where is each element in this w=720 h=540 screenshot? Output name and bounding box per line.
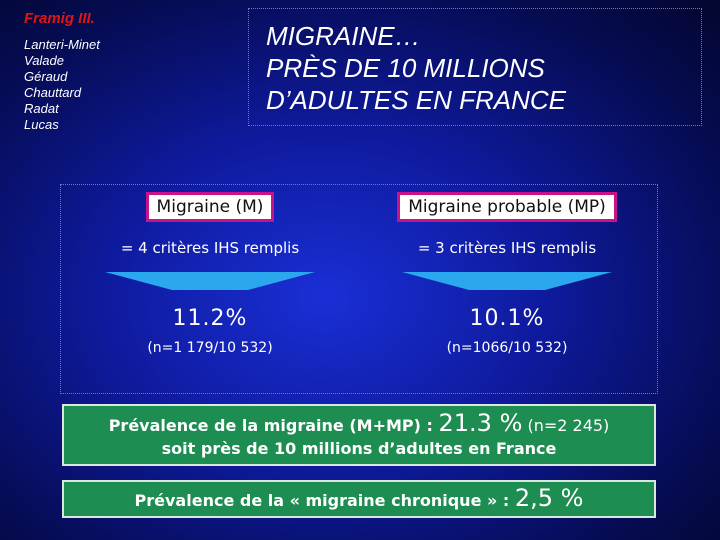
probable-migraine-label: Migraine probable (MP) [397, 192, 617, 222]
slide-title: MIGRAINE… PRÈS DE 10 MILLIONS D’ADULTES … [266, 20, 566, 116]
title-line: PRÈS DE 10 MILLIONS [266, 53, 545, 83]
title-frame [248, 8, 702, 126]
chronic-prevalence-text: Prévalence de la « migraine chronique » … [134, 491, 515, 510]
study-block: Framig III. Lanteri-Minet Valade Géraud … [24, 10, 100, 133]
author: Géraud [24, 69, 68, 84]
author-list: Lanteri-Minet Valade Géraud Chauttard Ra… [24, 37, 100, 133]
migraine-criteria: = 4 critères IHS remplis [120, 239, 300, 257]
probable-migraine-criteria: = 3 critères IHS remplis [417, 239, 597, 257]
migraine-percent: 11.2% [172, 306, 248, 331]
down-arrow-icon [105, 272, 315, 290]
total-prevalence-count: (n=2 245) [522, 416, 610, 435]
probable-migraine-count: (n=1066/10 532) [446, 340, 568, 356]
migraine-column: Migraine (M) = 4 critères IHS remplis 11… [75, 192, 345, 356]
chronic-prevalence-box: Prévalence de la « migraine chronique » … [62, 480, 656, 518]
title-line: MIGRAINE… [266, 21, 421, 51]
prevalence-frame [60, 184, 658, 394]
migraine-label: Migraine (M) [145, 192, 275, 222]
author: Chauttard [24, 85, 82, 100]
down-arrow-icon [402, 272, 612, 290]
migraine-count: (n=1 179/10 532) [147, 340, 273, 356]
probable-migraine-percent: 10.1% [469, 306, 545, 331]
total-prevalence-text: Prévalence de la migraine (M+MP) : [108, 416, 439, 435]
probable-migraine-column: Migraine probable (MP) = 3 critères IHS … [372, 192, 642, 356]
author: Radat [24, 101, 59, 116]
author: Lanteri-Minet [24, 37, 100, 52]
total-prevalence-line: Prévalence de la migraine (M+MP) : 21.3 … [64, 409, 654, 437]
total-prevalence-value: 21.3 % [438, 409, 523, 437]
total-prevalence-subtext: soit près de 10 millions d’adultes en Fr… [161, 439, 557, 458]
author: Lucas [24, 117, 59, 132]
total-prevalence-box: Prévalence de la migraine (M+MP) : 21.3 … [62, 404, 656, 466]
chronic-prevalence-value: 2,5 % [514, 484, 584, 512]
title-line: D’ADULTES EN FRANCE [266, 85, 567, 115]
study-name: Framig III. [24, 10, 95, 27]
author: Valade [24, 53, 64, 68]
